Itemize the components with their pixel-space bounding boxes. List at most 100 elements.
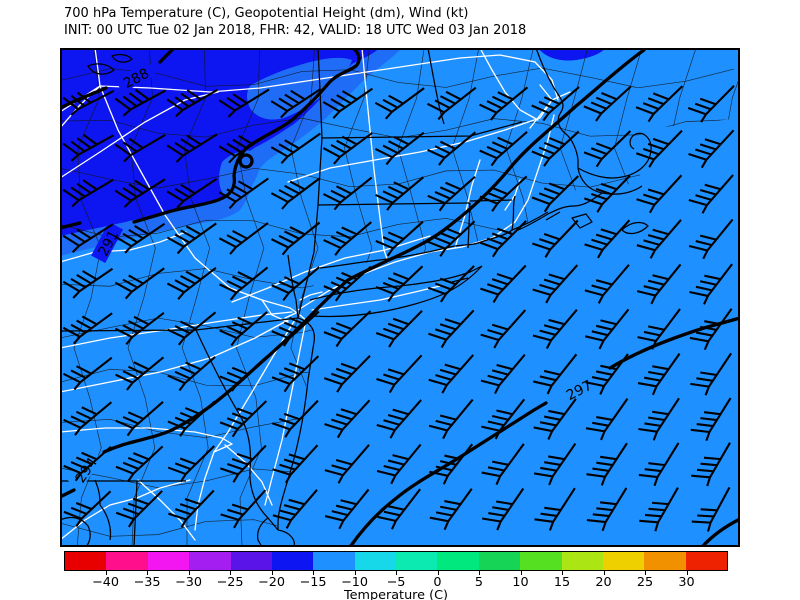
wind-barb (271, 266, 320, 301)
wind-barb (62, 178, 114, 208)
wind-barb (688, 129, 735, 169)
wind-barb (534, 487, 576, 531)
colorbar-tick (437, 571, 439, 575)
colorbar-tick-label: −25 (216, 575, 244, 590)
temperature-colorbar (64, 551, 728, 571)
wind-barb (480, 353, 526, 395)
wind-barb (218, 222, 269, 255)
colorbar-segment-6 (313, 552, 355, 570)
colorbar-tick-label: −20 (257, 575, 285, 590)
wind-barb (271, 221, 321, 256)
colorbar-segment-12 (561, 552, 603, 570)
wind-barb (323, 176, 373, 211)
colorbar-segment-10 (478, 552, 521, 570)
colorbar-segment-1 (106, 552, 148, 570)
wind-barb (219, 400, 268, 438)
wind-barb (428, 309, 475, 349)
wind-barb (114, 267, 165, 300)
wind-barb (62, 133, 115, 162)
wind-barb (219, 311, 268, 347)
colorbar-tick (105, 571, 107, 575)
wind-barb (375, 131, 425, 166)
wind-barb (583, 85, 632, 122)
wind-barb (114, 178, 166, 208)
figure-title: 700 hPa Temperature (C), Geopotential He… (64, 5, 526, 39)
wind-barb (270, 177, 321, 210)
wind-barb (271, 310, 320, 347)
wind-barb (218, 88, 270, 118)
wind-barb (62, 312, 113, 345)
title-line2: INIT: 00 UTC Tue 02 Jan 2018, FHR: 42, V… (64, 23, 527, 38)
colorbar-tick-label: −40 (91, 575, 119, 590)
colorbar-tick-label: 30 (678, 575, 695, 590)
wind-barb (586, 487, 628, 532)
map-frame (60, 48, 740, 547)
wind-barb (62, 356, 113, 391)
wind-barb (691, 486, 731, 532)
wind-barb (166, 267, 217, 300)
colorbar-segment-4 (230, 552, 272, 570)
wind-barb (375, 310, 423, 348)
wind-barb (115, 401, 164, 437)
wind-barb (636, 263, 682, 305)
temp-fill-tongue (247, 57, 352, 120)
wind-barb (480, 309, 527, 349)
colorbar-tick (479, 571, 480, 575)
colorbar-tick (354, 571, 356, 575)
wind-barb (429, 488, 473, 531)
wind-barb (584, 264, 630, 304)
colorbar-segment-3 (189, 552, 231, 570)
colorbar-tick-label: 10 (512, 575, 529, 590)
wind-barb (62, 267, 114, 299)
wind-barb (688, 174, 734, 214)
colorbar-tick (188, 571, 190, 575)
wind-barb (374, 87, 425, 120)
colorbar-segment-0 (65, 552, 107, 570)
colorbar-tick (645, 571, 646, 575)
colorbar-tick (686, 571, 688, 575)
wind-barb (271, 399, 319, 438)
wind-barb (532, 309, 578, 349)
wind-barb (167, 311, 217, 346)
wind-barb (220, 489, 267, 529)
wind-barb (376, 399, 422, 439)
wind-barb (635, 85, 684, 123)
wind-barb (585, 308, 630, 350)
wind-barb (481, 443, 525, 486)
wind-barb (690, 352, 732, 396)
wind-barb (114, 133, 166, 163)
wind-barb (167, 400, 216, 437)
wind-barb (636, 174, 683, 214)
colorbar-tick (520, 571, 522, 575)
wind-barb (426, 86, 477, 121)
wind-barb (270, 88, 322, 119)
colorbar-tick-label: −30 (174, 575, 202, 590)
wind-barb (62, 223, 114, 254)
wind-barb (690, 397, 732, 442)
colorbar-tick (603, 571, 605, 575)
wind-barb (166, 89, 218, 118)
colorbar-tick-label: 20 (595, 575, 612, 590)
wind-barb (689, 263, 733, 305)
wind-barb (428, 354, 474, 394)
wind-barb (114, 222, 166, 254)
wind-barb (481, 487, 525, 531)
wind-barb (62, 89, 115, 116)
wind-barb (479, 86, 529, 121)
wind-barb (691, 442, 731, 487)
wind-barb (532, 219, 579, 258)
colorbar-segment-14 (644, 552, 686, 570)
wind-barb (270, 132, 321, 165)
colorbar-tick-label: 5 (474, 575, 484, 590)
wind-barb (480, 264, 527, 303)
wind-barb (271, 355, 320, 393)
colorbar-segment-9 (437, 552, 479, 570)
colorbar-tick-label: −35 (133, 575, 161, 590)
colorbar-segment-11 (520, 552, 562, 570)
temp-fill-top-patch (538, 48, 606, 61)
wind-barb (218, 133, 270, 164)
wind-barb (637, 308, 681, 350)
wind-barb (638, 442, 680, 487)
wind-barb (531, 130, 580, 167)
